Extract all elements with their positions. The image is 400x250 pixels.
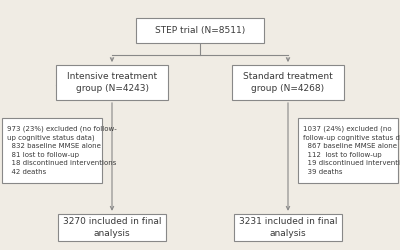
Text: STEP trial (N=8511): STEP trial (N=8511) — [155, 26, 245, 35]
Text: Intensive treatment
group (N=4243): Intensive treatment group (N=4243) — [67, 72, 157, 93]
FancyBboxPatch shape — [234, 214, 342, 241]
FancyBboxPatch shape — [232, 65, 344, 100]
Text: 1037 (24%) excluded (no
follow-up cognitive status data)
  867 baseline MMSE alo: 1037 (24%) excluded (no follow-up cognit… — [303, 125, 400, 175]
FancyBboxPatch shape — [2, 118, 102, 182]
Text: Standard treatment
group (N=4268): Standard treatment group (N=4268) — [243, 72, 333, 93]
FancyBboxPatch shape — [56, 65, 168, 100]
FancyBboxPatch shape — [298, 118, 398, 182]
Text: 3231 included in final
analysis: 3231 included in final analysis — [239, 217, 337, 238]
FancyBboxPatch shape — [136, 18, 264, 42]
FancyBboxPatch shape — [58, 214, 166, 241]
Text: 3270 included in final
analysis: 3270 included in final analysis — [63, 217, 161, 238]
Text: 973 (23%) excluded (no follow-
up cognitive status data)
  832 baseline MMSE alo: 973 (23%) excluded (no follow- up cognit… — [7, 125, 116, 175]
